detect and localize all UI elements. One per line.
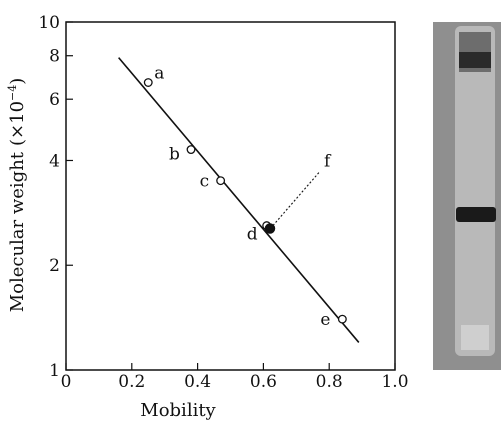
point-label-f: f xyxy=(324,152,332,172)
x-tick-label: 1.0 xyxy=(381,372,408,392)
fit-line-group xyxy=(118,57,360,343)
gel-protein-band xyxy=(456,207,496,222)
data-points: a bc d e f xyxy=(143,64,347,330)
data-point-e xyxy=(337,314,347,324)
x-tick-label: 0.2 xyxy=(118,372,145,392)
y-tick-label: 8 xyxy=(49,47,60,67)
plot-frame xyxy=(65,21,396,371)
x-axis-title: Mobility xyxy=(140,400,216,421)
point-label-b: b xyxy=(169,145,180,165)
y-tick-label: 10 xyxy=(38,13,60,33)
x-tick-label: 0.4 xyxy=(184,372,211,392)
data-point-f xyxy=(264,223,276,234)
point-label-c: c xyxy=(200,172,210,192)
x-tick-label: 0.8 xyxy=(316,372,343,392)
y-tick-label: 6 xyxy=(49,90,60,110)
x-tick-label: 0.6 xyxy=(250,372,277,392)
leader-line-f xyxy=(272,172,320,226)
gel-photo xyxy=(433,22,501,370)
x-tick-label: 0 xyxy=(61,372,72,392)
gel-loading-band xyxy=(459,52,491,68)
fit-line xyxy=(118,57,360,343)
data-point-c xyxy=(216,176,226,186)
data-point-b xyxy=(186,145,196,155)
point-label-d: d xyxy=(247,225,258,245)
gel-bottom xyxy=(461,325,489,350)
gel-tube xyxy=(455,26,495,356)
point-label-a: a xyxy=(154,64,164,84)
data-point-a xyxy=(143,78,153,87)
y-tick-label: 1 xyxy=(49,361,60,381)
y-tick-label: 2 xyxy=(49,256,60,276)
axis-ticks: 0 0.2 0.4 0.6 0.8 1.0 1 2 4 6 8 10 xyxy=(38,13,408,392)
point-label-e: e xyxy=(320,310,330,330)
y-axis-title: Molecular weight(×10−4) xyxy=(6,78,28,313)
y-tick-label: 4 xyxy=(49,151,60,171)
